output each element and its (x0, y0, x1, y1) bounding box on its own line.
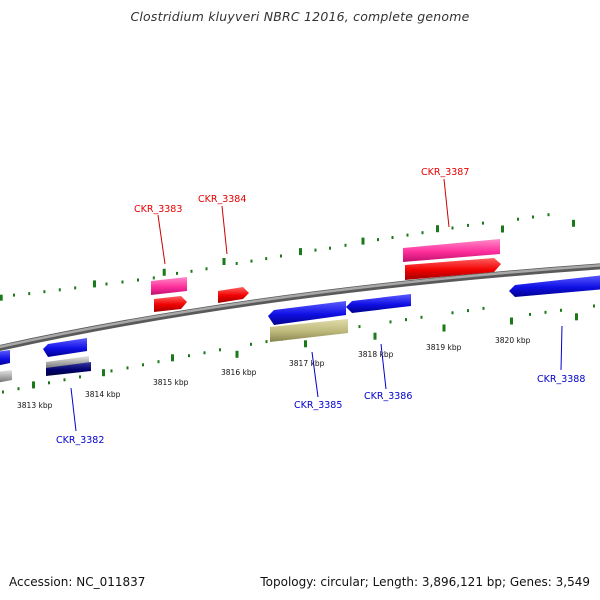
gene-ckr-3382-arrow[interactable] (43, 338, 87, 357)
scale-tick-label: 3813 kbp (17, 401, 53, 410)
gene-ckr-3386-arrow[interactable] (346, 294, 411, 313)
forward-features (151, 239, 501, 312)
gene-ckr-3387-arrow[interactable] (405, 258, 501, 280)
gene-ckr-3384-arrow[interactable] (218, 287, 249, 303)
scale-tick-label: 3818 kbp (358, 350, 394, 359)
scale-tick-label: 3816 kbp (221, 368, 257, 377)
accession-text: Accession: NC_011837 (9, 575, 146, 589)
leader-line-ckr-3383 (157, 214, 166, 265)
leader-line-ckr-3388 (560, 325, 563, 371)
gene-label-ckr-3387[interactable]: CKR_3387 (421, 167, 469, 178)
scale-tick-label: 3820 kbp (495, 336, 531, 345)
gene-ckr-3388-arrow[interactable] (509, 275, 600, 297)
gene-ckr-3385-arrow[interactable] (268, 301, 346, 325)
gene-label-ckr-3386[interactable]: CKR_3386 (364, 391, 412, 402)
leader-line-ckr-3385 (311, 351, 319, 398)
leader-line-ckr-3387 (443, 178, 450, 228)
genome-backbone-highlight (0, 264, 600, 349)
scale-tick-label: 3817 kbp (289, 359, 325, 368)
gene-label-ckr-3383[interactable]: CKR_3383 (134, 204, 182, 215)
scale-tick-label: 3819 kbp (426, 343, 462, 352)
scale-tick-label: 3814 kbp (85, 390, 121, 399)
upper-tick-track (0, 213, 575, 301)
leader-line-ckr-3384 (221, 205, 228, 255)
gene-left-edge-arrow[interactable] (0, 350, 10, 366)
reverse-features (0, 275, 600, 383)
scale-labels: 3813 kbp 3814 kbp 3815 kbp 3816 kbp 3817… (17, 336, 531, 410)
forward-gene-labels: CKR_3383 CKR_3384 CKR_3387 (134, 167, 469, 265)
gene-left-edge-rrna[interactable] (0, 370, 12, 383)
leader-line-ckr-3386 (380, 343, 387, 390)
gene-label-ckr-3384[interactable]: CKR_3384 (198, 194, 246, 205)
reverse-gene-labels: CKR_3382 CKR_3385 CKR_3386 CKR_3388 (56, 325, 585, 446)
gene-ckr-3383-arrow[interactable] (154, 296, 187, 312)
gene-ckr-3382-navy[interactable] (46, 362, 91, 376)
gene-label-ckr-3385[interactable]: CKR_3385 (294, 400, 342, 411)
gene-ckr-3387-feature[interactable] (403, 239, 500, 262)
gene-label-ckr-3388[interactable]: CKR_3388 (537, 374, 585, 385)
map-title: Clostridium kluyveri NBRC 12016, complet… (130, 9, 470, 24)
gene-label-ckr-3382[interactable]: CKR_3382 (56, 435, 104, 446)
genome-stats-text: Topology: circular; Length: 3,896,121 bp… (260, 575, 590, 589)
scale-tick-label: 3815 kbp (153, 378, 189, 387)
leader-line-ckr-3382 (70, 387, 77, 432)
gene-ckr-3385-feature[interactable] (270, 319, 348, 342)
gene-ckr-3383-feature[interactable] (151, 277, 187, 295)
gene-ckr-3382-rrna[interactable] (46, 356, 89, 369)
